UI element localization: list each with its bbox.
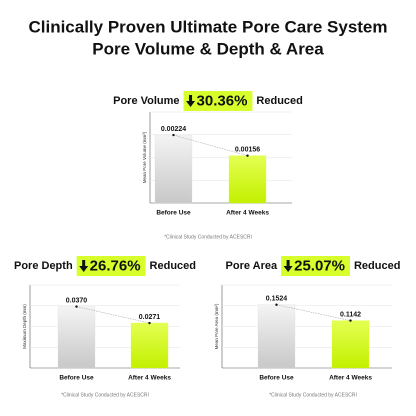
trend-dot bbox=[246, 154, 249, 157]
reduction-badge bbox=[281, 256, 350, 276]
value-label: 0.1524 bbox=[266, 296, 288, 303]
trend-dot bbox=[148, 321, 151, 325]
reduction-badge-text: 30.36% bbox=[197, 92, 248, 109]
page-title: Clinically Proven Ultimate Pore Care Sys… bbox=[28, 17, 387, 36]
chart-title: Pore Depth bbox=[14, 260, 73, 272]
trend-dot bbox=[75, 305, 78, 308]
footnote: *Clinical Study Conducted by ACESCRI bbox=[164, 234, 252, 240]
trend-dot bbox=[349, 319, 352, 322]
x-tick-label: Before Use bbox=[156, 210, 191, 217]
bar bbox=[154, 134, 193, 204]
x-tick-label: After 4 Weeks bbox=[329, 375, 372, 382]
y-axis-label: Maximum Depth (mm) bbox=[22, 304, 27, 349]
reduction-badge-text: 25.07% bbox=[294, 257, 345, 274]
x-tick-label: After 4 Weeks bbox=[128, 375, 171, 382]
value-label: 0.0271 bbox=[139, 314, 161, 321]
chart-title: Pore Volume bbox=[113, 95, 179, 107]
down-arrow bbox=[186, 95, 196, 107]
bar bbox=[130, 322, 169, 369]
value-label: 0.1142 bbox=[340, 311, 361, 318]
value-label: 0.00224 bbox=[161, 126, 186, 133]
x-tick-label: After 4 Weeks bbox=[226, 210, 269, 217]
chart-title-suffix: Reduced bbox=[354, 260, 400, 272]
y-axis-label: Mean Pore Volume (mm³) bbox=[142, 131, 147, 183]
chart-title-suffix: Reduced bbox=[256, 95, 302, 107]
value-label: 0.0370 bbox=[66, 297, 88, 304]
trend-dot bbox=[172, 133, 175, 137]
reduction-badge bbox=[76, 256, 146, 276]
chart-title: Pore Area bbox=[226, 260, 278, 272]
trend-line bbox=[173, 134, 248, 156]
x-tick-label: Before Use bbox=[59, 375, 94, 382]
trend-line bbox=[276, 304, 351, 321]
down-arrow bbox=[79, 260, 89, 272]
bar bbox=[57, 306, 96, 369]
footnote: *Clinical Study Conducted by ACESCRI bbox=[61, 392, 149, 398]
value-label: 0.00156 bbox=[235, 147, 260, 154]
y-axis-label: Mean Pore Area (mm²) bbox=[214, 303, 219, 349]
x-tick-label: Before Use bbox=[259, 375, 294, 382]
reduction-badge-text: 26.76% bbox=[90, 257, 141, 274]
bar bbox=[228, 155, 267, 204]
bar bbox=[257, 304, 296, 369]
page-subtitle: Pore Volume & Depth & Area bbox=[92, 39, 324, 58]
down-arrow bbox=[283, 260, 293, 272]
chart-title-suffix: Reduced bbox=[150, 260, 196, 272]
bar bbox=[331, 320, 370, 369]
reduction-badge bbox=[183, 91, 253, 111]
trend-dot bbox=[275, 303, 278, 306]
footnote: *Clinical Study Conducted by ACESCRI bbox=[269, 392, 357, 398]
